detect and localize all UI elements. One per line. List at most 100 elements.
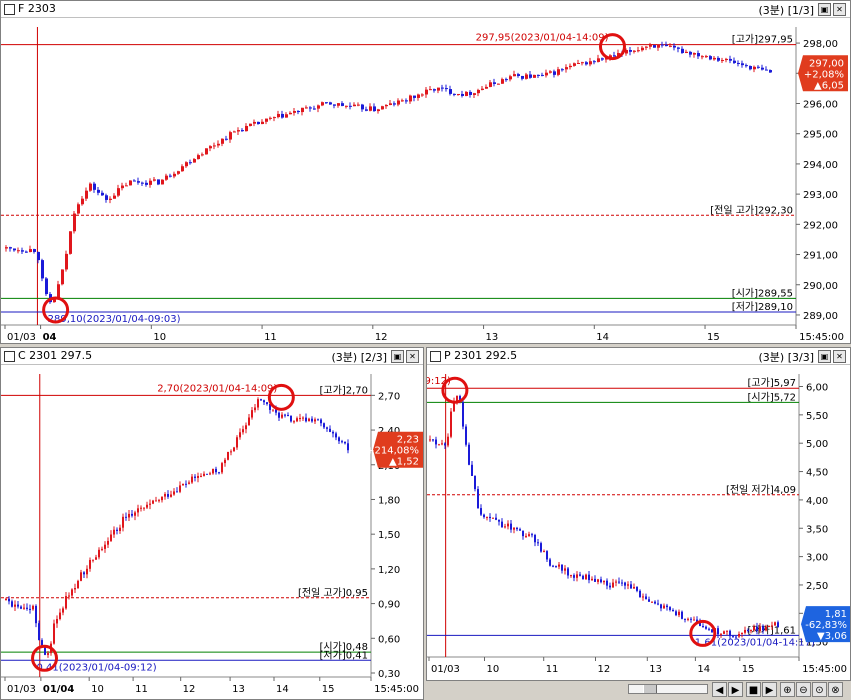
candle-body — [471, 464, 473, 476]
scroll-right-icon[interactable]: ▶ — [728, 682, 743, 697]
candle-body — [245, 425, 247, 430]
candle-body — [438, 444, 440, 446]
badge-price: 2,23 — [397, 435, 419, 446]
candle-body — [218, 472, 220, 474]
panel-p-2301[interactable]: P 2301 292.5 (3분) [3/3] ▣ ✕ 6,00 5,50 5,00… — [426, 347, 851, 681]
candle-body — [217, 143, 220, 146]
highlight-circle — [441, 376, 469, 404]
candle-body — [462, 402, 464, 427]
candle-body — [275, 409, 277, 413]
zoom-fit-icon[interactable]: ⊙ — [812, 682, 827, 697]
candle-body — [708, 628, 710, 630]
candle-body — [725, 58, 728, 61]
candle-body — [188, 482, 190, 484]
close-icon[interactable]: ✕ — [833, 3, 846, 16]
candle-body — [672, 609, 674, 612]
candle-body — [95, 557, 97, 560]
candle-body — [612, 582, 614, 588]
candle-body — [660, 604, 662, 609]
restore-icon[interactable]: ▣ — [391, 350, 404, 363]
time-tick-label: 11 — [135, 684, 148, 695]
candle-body — [345, 105, 348, 107]
candle-body — [92, 559, 94, 561]
candle-body — [177, 171, 180, 174]
candle-body — [409, 95, 412, 102]
candle-body — [401, 100, 404, 102]
candle-body — [197, 475, 199, 478]
ref-label-prev: [전일 고가]292,30 — [710, 204, 793, 216]
checkbox-icon[interactable] — [430, 351, 441, 362]
candle-body — [77, 204, 80, 214]
candle-body — [44, 646, 46, 655]
candle-body — [290, 415, 292, 422]
price-tick-label: 1,50 — [378, 530, 400, 541]
candle-body — [581, 62, 584, 64]
candle-body — [729, 630, 731, 637]
candle-body — [709, 56, 712, 60]
candle-body — [143, 507, 145, 509]
candle-body — [105, 195, 108, 200]
candle-body — [582, 575, 584, 580]
candle-body — [609, 585, 611, 588]
candle-body — [624, 582, 626, 586]
chart-c-svg[interactable]: 2,702,402,101,801,501,200,900,600,30[고가]… — [1, 348, 424, 700]
time-tick-label: 13 — [649, 664, 662, 675]
scroll-track[interactable] — [628, 684, 708, 694]
candle-body — [600, 579, 602, 583]
chart-scroll-toolbar: ◀ ▶ ■ ▶ ⊕ ⊖ ⊙ ⊗ — [626, 681, 850, 699]
candle-body — [593, 61, 596, 63]
ref-label-high: [고가]297,95 — [732, 34, 793, 46]
time-tick-label: 13 — [232, 684, 245, 695]
badge-change: ▲6,05 — [814, 80, 844, 91]
candle-body — [161, 179, 164, 185]
price-tick-label: 292,00 — [803, 220, 838, 231]
price-tick-label: 293,00 — [803, 190, 838, 201]
restore-icon[interactable]: ▣ — [818, 3, 831, 16]
candle-body — [13, 248, 16, 251]
checkbox-icon[interactable] — [4, 351, 15, 362]
chart-p-svg[interactable]: 6,005,505,004,504,003,503,002,502,001,50… — [427, 348, 851, 681]
zoom-reset-icon[interactable]: ⊗ — [828, 682, 843, 697]
candle-body — [145, 182, 148, 185]
candle-body — [277, 113, 280, 118]
play-icon[interactable]: ▶ — [762, 682, 777, 697]
scroll-left-icon[interactable]: ◀ — [712, 682, 727, 697]
candle-body — [541, 74, 544, 76]
candle-body — [486, 516, 488, 518]
candle-body — [651, 601, 653, 603]
panel-title-bar: P 2301 292.5 (3분) [3/3] ▣ ✕ — [427, 348, 850, 365]
candle-body — [140, 507, 142, 509]
time-tick-label: 10 — [91, 684, 104, 695]
candle-body — [37, 251, 40, 261]
price-tick-label: 1,20 — [378, 565, 400, 576]
candle-body — [468, 444, 470, 465]
candle-body — [93, 183, 96, 190]
candle-body — [549, 71, 552, 73]
panel-f-2303[interactable]: F 2303 (3분) [1/3] ▣ ✕ 298,00 297,00 296,00… — [0, 0, 851, 344]
candle-body — [131, 513, 133, 516]
price-tick-label: 289,00 — [803, 311, 838, 322]
candle-body — [750, 630, 752, 632]
chart-f-svg[interactable]: 298,00 297,00 296,00 295,00 294,00 293,00 292,… — [1, 1, 851, 344]
checkbox-icon[interactable] — [4, 4, 15, 15]
candle-body — [236, 437, 238, 448]
restore-icon[interactable]: ▣ — [818, 350, 831, 363]
candle-body — [665, 44, 668, 47]
candle-body — [241, 130, 244, 132]
close-icon[interactable]: ✕ — [833, 350, 846, 363]
zoom-in-icon[interactable]: ⊕ — [780, 682, 795, 697]
candle-body — [720, 633, 722, 635]
candle-body — [155, 500, 157, 502]
time-tick-label: 01/04 — [43, 684, 75, 695]
candle-body — [618, 581, 620, 583]
scroll-thumb[interactable] — [643, 685, 657, 693]
candle-body — [29, 249, 32, 253]
candle-body — [32, 605, 34, 610]
candle-body — [299, 417, 301, 419]
candle-body — [689, 51, 692, 55]
panel-info: (3분) [3/3] — [758, 351, 814, 364]
close-icon[interactable]: ✕ — [406, 350, 419, 363]
stop-icon[interactable]: ■ — [746, 682, 761, 697]
zoom-out-icon[interactable]: ⊖ — [796, 682, 811, 697]
panel-c-2301[interactable]: C 2301 297.5 (3분) [2/3] ▣ ✕ 2,702,402,10… — [0, 347, 424, 700]
